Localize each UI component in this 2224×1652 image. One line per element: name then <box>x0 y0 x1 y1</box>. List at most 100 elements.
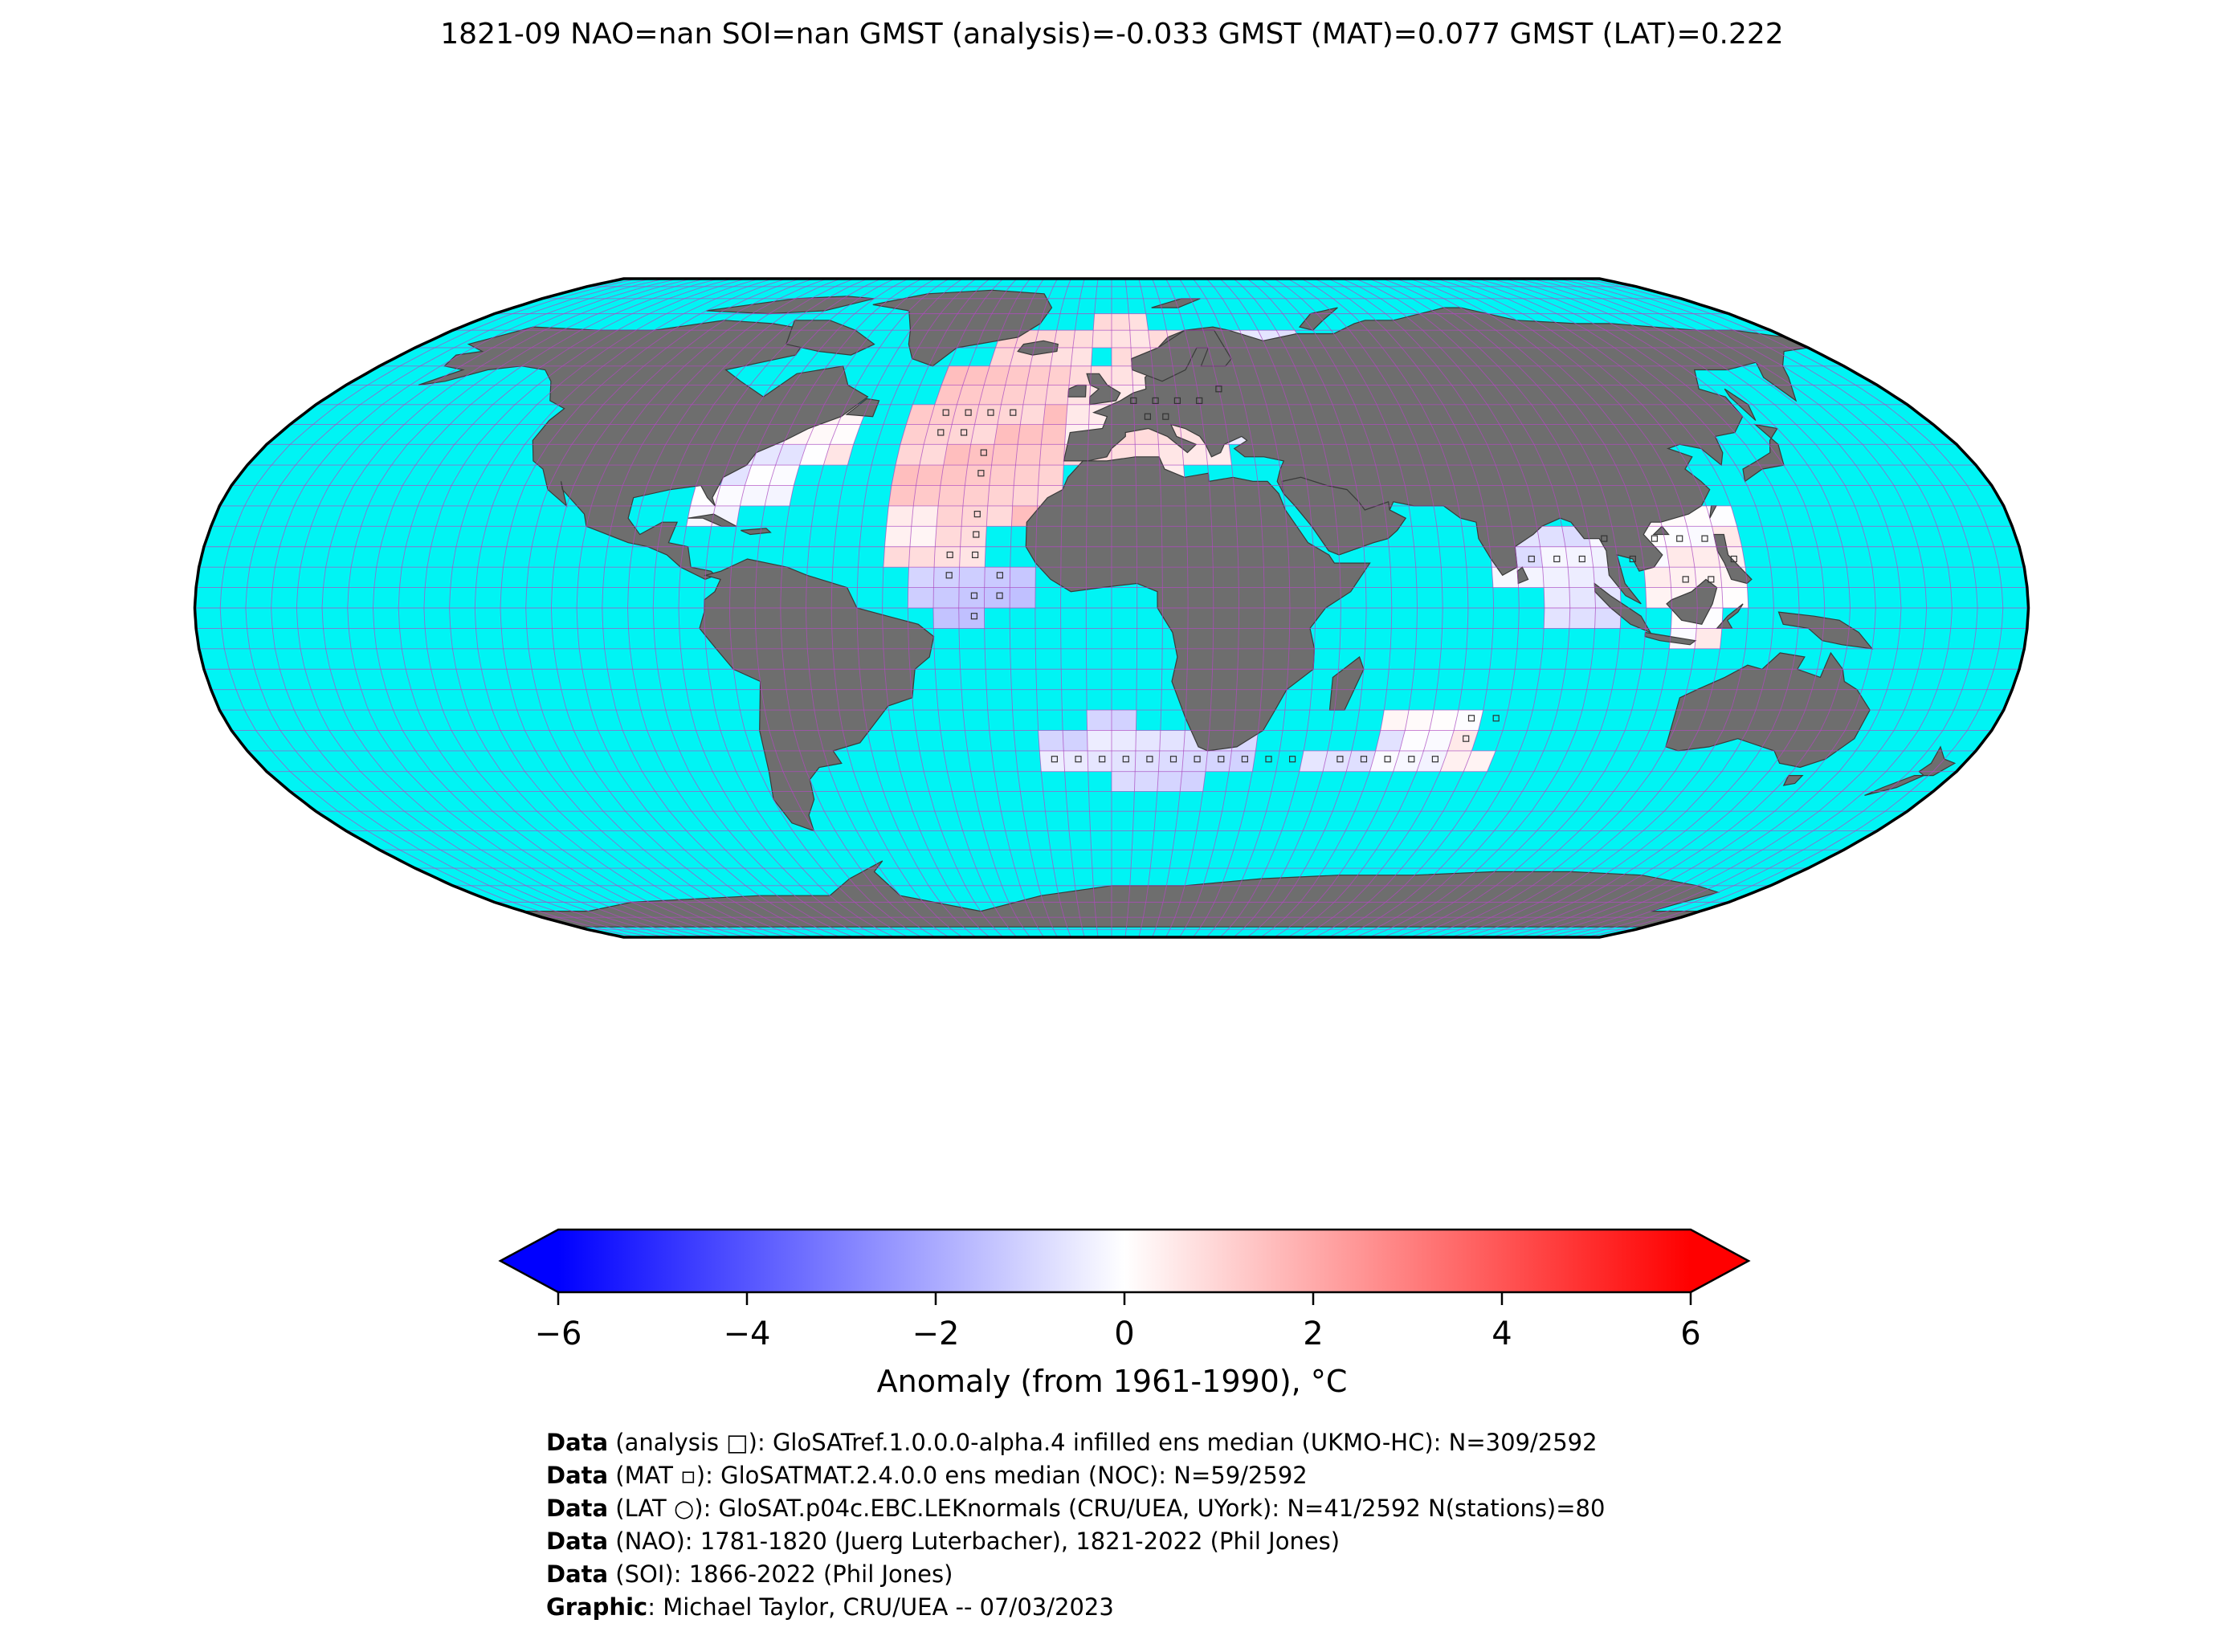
anomaly-cell <box>1180 771 1206 792</box>
land-hispaniola <box>741 528 772 536</box>
anomaly-cell <box>830 424 861 445</box>
anomaly-cell <box>1010 567 1036 588</box>
world-map <box>193 277 2030 939</box>
station-marker <box>1701 535 1708 542</box>
credit-row: Data (NAO): 1781-1820 (Juerg Luterbacher… <box>546 1525 1605 1558</box>
anomaly-cell <box>799 444 830 466</box>
anomaly-cell <box>1022 385 1048 405</box>
anomaly-cell <box>919 444 948 466</box>
station-marker <box>1152 397 1159 404</box>
station-marker <box>942 409 949 416</box>
station-marker <box>1682 576 1689 583</box>
anomaly-cell <box>935 526 962 547</box>
anomaly-cell <box>775 444 807 466</box>
anomaly-cell <box>1038 730 1064 751</box>
station-marker <box>1553 555 1561 563</box>
credit-head: Data <box>546 1495 609 1522</box>
credit-text: (analysis □): GloSATref.1.0.0.0-alpha.4 … <box>608 1429 1598 1456</box>
anomaly-cell <box>957 385 985 405</box>
station-marker <box>1169 756 1177 763</box>
anomaly-cell <box>943 444 971 466</box>
credit-head: Data <box>546 1560 609 1588</box>
anomaly-cell <box>984 365 1010 385</box>
anomaly-cell <box>933 608 959 629</box>
colorbar-tick-label: 0 <box>1114 1315 1135 1352</box>
map-border <box>193 277 2030 939</box>
station-marker <box>1241 756 1249 763</box>
anomaly-cell <box>1087 730 1112 751</box>
anomaly-cell <box>1043 404 1067 425</box>
station-marker <box>1010 409 1017 416</box>
anomaly-cell <box>916 465 944 486</box>
station-marker <box>1528 555 1535 563</box>
station-marker <box>1467 715 1475 722</box>
colorbar-label: Anomaly (from 1961-1990), °C <box>876 1364 1348 1399</box>
colorbar-tick-label: −6 <box>534 1315 582 1352</box>
station-marker <box>970 613 978 620</box>
anomaly-cell <box>1380 710 1410 731</box>
anomaly-cell <box>1001 385 1027 405</box>
station-marker <box>1360 756 1368 763</box>
anomaly-cell <box>1005 365 1030 385</box>
map-title: 1821-09 NAO=nan SOI=nan GMST (analysis)=… <box>440 18 1784 51</box>
anomaly-cell <box>1135 730 1161 751</box>
anomaly-cell <box>991 444 1018 466</box>
anomaly-cell <box>1721 587 1749 608</box>
station-marker <box>1288 756 1296 763</box>
station-marker <box>971 551 979 559</box>
anomaly-cell <box>937 505 963 527</box>
station-marker <box>1578 555 1585 563</box>
anomaly-cell <box>1463 750 1496 772</box>
anomaly-cell <box>1536 526 1565 547</box>
credit-head: Data <box>546 1429 609 1456</box>
anomaly-cell <box>970 424 998 445</box>
anomaly-cell <box>1569 587 1596 608</box>
station-marker <box>1676 535 1683 542</box>
anomaly-cell <box>1542 567 1569 588</box>
anomaly-cell <box>1063 730 1088 751</box>
station-marker <box>1196 397 1203 404</box>
anomaly-cell <box>1112 348 1132 366</box>
anomaly-cell <box>1072 330 1094 348</box>
credits: Data (analysis □): GloSATref.1.0.0.0-alp… <box>546 1426 1605 1624</box>
station-marker <box>973 510 981 518</box>
station-marker <box>1730 555 1737 563</box>
anomaly-cell <box>883 546 910 568</box>
anomaly-cell <box>823 444 854 466</box>
station-marker <box>1629 555 1636 563</box>
anomaly-cell <box>886 505 914 527</box>
anomaly-cell <box>1112 330 1132 348</box>
station-marker <box>1051 756 1059 763</box>
anomaly-cell <box>1041 424 1067 445</box>
anomaly-cell <box>1112 710 1136 731</box>
station-marker <box>1265 756 1272 763</box>
station-marker <box>937 429 945 436</box>
station-marker <box>973 531 980 538</box>
anomaly-cell <box>745 465 776 486</box>
land-eurasia <box>1063 307 1810 605</box>
anomaly-cell <box>1299 750 1328 772</box>
anomaly-cell <box>962 485 990 506</box>
station-marker <box>1130 397 1137 404</box>
anomaly-cell <box>1134 771 1159 792</box>
anomaly-cell <box>908 567 935 588</box>
anomaly-cell <box>913 485 941 506</box>
anomaly-cell <box>990 348 1015 366</box>
anomaly-cell <box>1643 567 1671 588</box>
anomaly-cell <box>806 424 838 445</box>
colorbar <box>498 1228 1751 1305</box>
station-marker <box>1408 756 1415 763</box>
anomaly-cell <box>1544 587 1570 608</box>
station-marker <box>980 449 987 456</box>
station-marker <box>960 429 968 436</box>
anomaly-cell <box>933 587 959 608</box>
anomaly-cell <box>906 404 935 425</box>
anomaly-cell <box>1645 587 1672 608</box>
anomaly-cell <box>1158 444 1184 466</box>
credit-text: : Michael Taylor, CRU/UEA -- 07/03/2023 <box>647 1593 1114 1621</box>
credit-row: Data (analysis □): GloSATref.1.0.0.0-alp… <box>546 1426 1605 1459</box>
anomaly-cell <box>940 465 968 486</box>
anomaly-cell <box>1691 546 1720 568</box>
anomaly-cell <box>1069 365 1092 385</box>
anomaly-cell <box>959 567 985 588</box>
